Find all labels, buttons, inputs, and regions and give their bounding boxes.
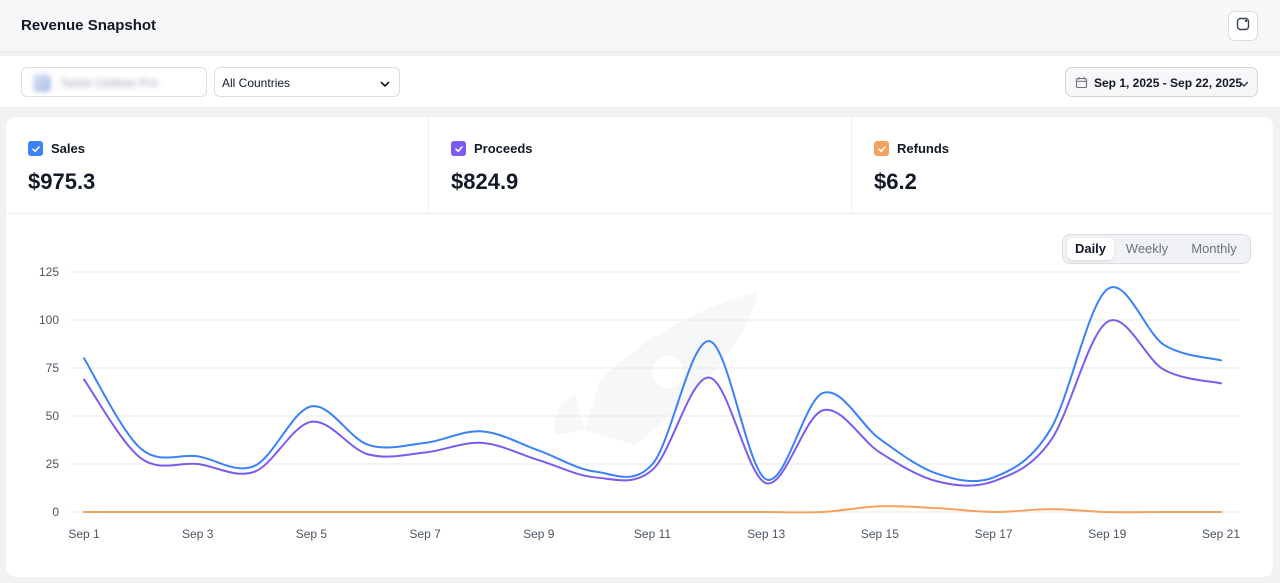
y-tick-label: 100 xyxy=(39,313,59,327)
x-tick-label: Sep 17 xyxy=(975,527,1013,541)
square-arrow-icon xyxy=(1235,16,1251,37)
app-name: Tarkie Clothes Pro xyxy=(60,76,159,90)
refunds-checkbox[interactable] xyxy=(874,141,889,156)
chevron-down-icon xyxy=(1238,77,1250,95)
metric-sales[interactable]: Sales $975.3 xyxy=(6,117,428,214)
app-select[interactable]: Tarkie Clothes Pro xyxy=(21,67,207,97)
date-range-label: Sep 1, 2025 - Sep 22, 2025 xyxy=(1094,76,1243,90)
x-tick-label: Sep 3 xyxy=(182,527,214,541)
x-tick-label: Sep 19 xyxy=(1088,527,1126,541)
x-tick-label: Sep 11 xyxy=(634,527,671,541)
granularity-toggle: Daily Weekly Monthly xyxy=(1062,234,1251,264)
chevron-down-icon xyxy=(379,77,391,95)
check-icon xyxy=(877,145,886,152)
x-tick-label: Sep 5 xyxy=(296,527,328,541)
series-line-refunds[interactable] xyxy=(83,505,1222,514)
open-external-button[interactable] xyxy=(1228,11,1258,41)
y-tick-label: 25 xyxy=(46,457,60,471)
metric-proceeds[interactable]: Proceeds $824.9 xyxy=(428,117,851,214)
page-title: Revenue Snapshot xyxy=(21,17,157,34)
y-tick-label: 75 xyxy=(46,361,60,375)
y-tick-label: 50 xyxy=(46,409,60,423)
x-tick-label: Sep 15 xyxy=(861,527,899,541)
metric-value: $824.9 xyxy=(451,169,519,194)
proceeds-checkbox[interactable] xyxy=(451,141,466,156)
calendar-icon xyxy=(1075,76,1088,94)
granularity-weekly[interactable]: Weekly xyxy=(1125,241,1169,256)
y-tick-label: 125 xyxy=(39,265,59,279)
date-range-select[interactable]: Sep 1, 2025 - Sep 22, 2025 xyxy=(1065,67,1258,97)
check-icon xyxy=(31,145,40,152)
top-header: Revenue Snapshot xyxy=(0,0,1280,52)
metric-refunds[interactable]: Refunds $6.2 xyxy=(851,117,1273,214)
x-tick-label: Sep 21 xyxy=(1202,527,1240,541)
x-tick-label: Sep 9 xyxy=(523,527,555,541)
series-line-sales[interactable] xyxy=(83,286,1222,483)
country-label: All Countries xyxy=(222,76,291,90)
x-tick-label: Sep 13 xyxy=(747,527,785,541)
granularity-monthly[interactable]: Monthly xyxy=(1191,241,1237,256)
metric-value: $6.2 xyxy=(874,169,917,194)
metric-label: Refunds xyxy=(897,141,949,156)
check-icon xyxy=(454,145,463,152)
app-icon xyxy=(33,74,51,92)
x-tick-label: Sep 7 xyxy=(409,527,441,541)
x-tick-label: Sep 1 xyxy=(68,527,100,541)
sales-checkbox[interactable] xyxy=(28,141,43,156)
metrics-row: Sales $975.3 Proceeds $824.9 Refunds $6.… xyxy=(6,117,1273,214)
filter-bar: Tarkie Clothes Pro All Countries Sep 1, … xyxy=(0,56,1280,107)
y-tick-label: 0 xyxy=(52,505,59,519)
metric-label: Proceeds xyxy=(474,141,533,156)
metric-label: Sales xyxy=(51,141,85,156)
metric-value: $975.3 xyxy=(28,169,96,194)
country-select[interactable]: All Countries xyxy=(214,67,400,97)
granularity-daily[interactable]: Daily xyxy=(1067,238,1114,260)
series-line-proceeds[interactable] xyxy=(83,319,1222,487)
